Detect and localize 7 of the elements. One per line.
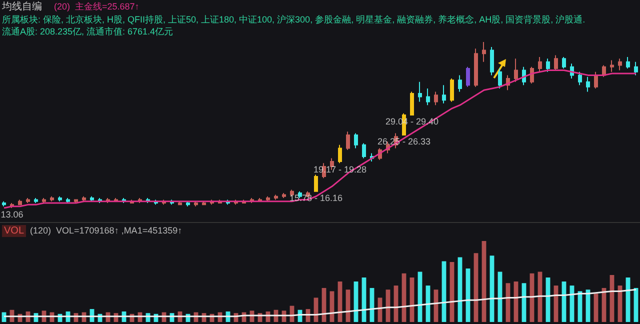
chart-subtitle: (20) 主金线=25.687↑ (54, 2, 140, 12)
text: 流通A股: 208.235亿, 流通市值: 6761.4亿元 (2, 26, 174, 36)
chart-subtitle: (120) VOL=1709168↑ ,MA1=451359↑ (30, 226, 182, 236)
chart-title: 均线自编 (1, 0, 42, 12)
chart-title: VOL (4, 226, 24, 236)
text: 所属板块: 保险, 北京板块, H股, QFII持股, 上证50, 上证180, 中证100, 沪深300, 参股金融, 明星基金, 融资融券, 养老概念, AH股, 国资背景股, 沪股通. (2, 14, 586, 24)
text: 13.06 (0, 210, 24, 220)
